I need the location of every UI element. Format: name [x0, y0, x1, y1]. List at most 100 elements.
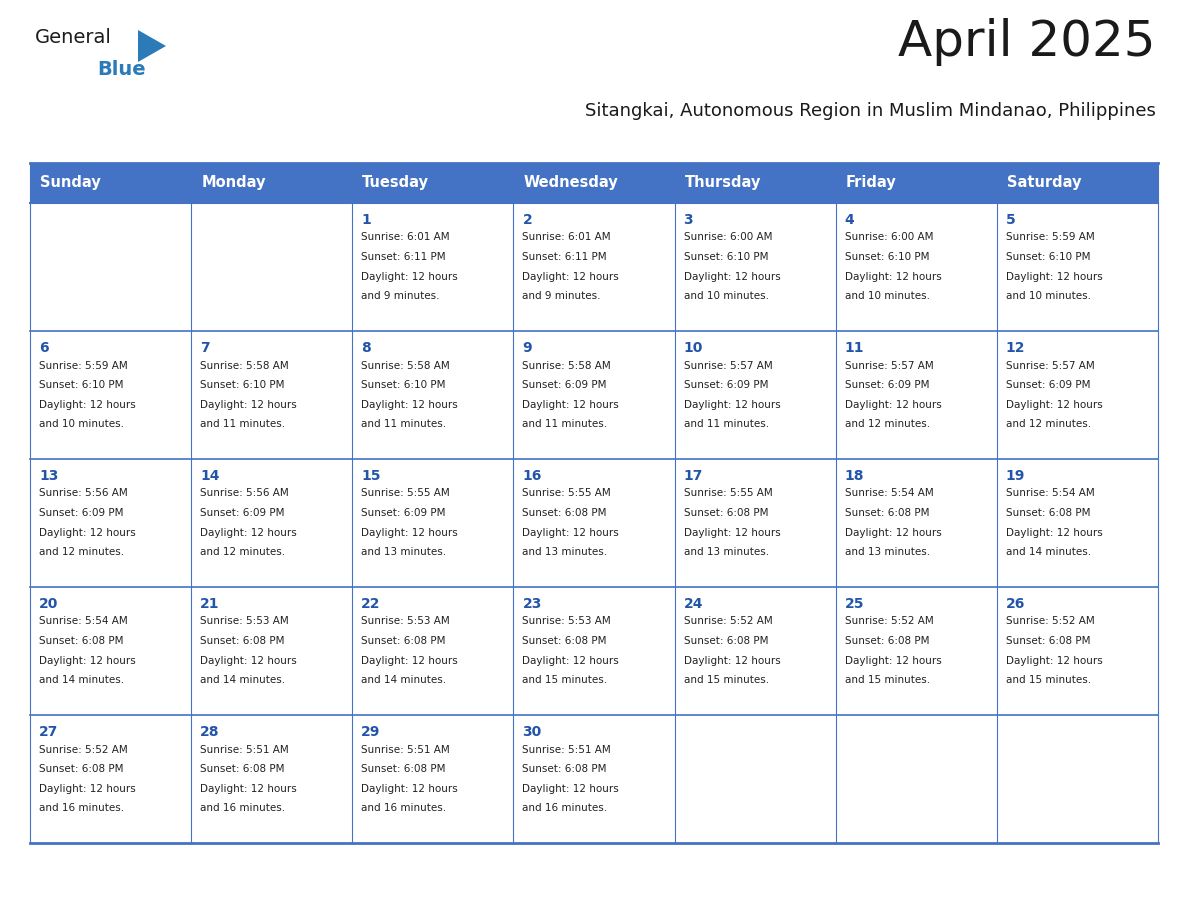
- Bar: [30, 587, 191, 715]
- Text: and 16 minutes.: and 16 minutes.: [39, 803, 124, 813]
- Text: Daylight: 12 hours: Daylight: 12 hours: [39, 528, 135, 538]
- Text: Sunrise: 5:55 AM: Sunrise: 5:55 AM: [683, 488, 772, 498]
- Text: Daylight: 12 hours: Daylight: 12 hours: [845, 399, 941, 409]
- Text: Daylight: 12 hours: Daylight: 12 hours: [361, 399, 459, 409]
- Polygon shape: [138, 30, 166, 62]
- Text: Sunrise: 5:58 AM: Sunrise: 5:58 AM: [361, 361, 450, 371]
- Text: 14: 14: [200, 469, 220, 483]
- Text: Sunrise: 5:54 AM: Sunrise: 5:54 AM: [845, 488, 934, 498]
- Text: 7: 7: [200, 341, 210, 355]
- Text: 24: 24: [683, 597, 703, 611]
- Text: Sunset: 6:10 PM: Sunset: 6:10 PM: [1006, 252, 1091, 262]
- Text: Sunrise: 5:53 AM: Sunrise: 5:53 AM: [361, 617, 450, 626]
- Bar: [353, 715, 513, 843]
- Text: Sunrise: 5:51 AM: Sunrise: 5:51 AM: [361, 744, 450, 755]
- Bar: [513, 331, 675, 459]
- Bar: [513, 163, 675, 203]
- Text: and 13 minutes.: and 13 minutes.: [683, 547, 769, 557]
- Text: Sunset: 6:11 PM: Sunset: 6:11 PM: [523, 252, 607, 262]
- Text: Sunset: 6:09 PM: Sunset: 6:09 PM: [200, 508, 285, 518]
- Text: Sunrise: 6:00 AM: Sunrise: 6:00 AM: [845, 232, 934, 242]
- Text: and 11 minutes.: and 11 minutes.: [683, 419, 769, 429]
- Bar: [835, 459, 997, 587]
- Text: 13: 13: [39, 469, 58, 483]
- Text: and 12 minutes.: and 12 minutes.: [200, 547, 285, 557]
- Text: Sunset: 6:08 PM: Sunset: 6:08 PM: [200, 636, 285, 646]
- Bar: [675, 715, 835, 843]
- Text: 21: 21: [200, 597, 220, 611]
- Text: Sunset: 6:08 PM: Sunset: 6:08 PM: [361, 636, 446, 646]
- Text: Sunset: 6:08 PM: Sunset: 6:08 PM: [845, 636, 929, 646]
- Text: Sunset: 6:10 PM: Sunset: 6:10 PM: [39, 380, 124, 390]
- Text: 26: 26: [1006, 597, 1025, 611]
- Text: Daylight: 12 hours: Daylight: 12 hours: [523, 655, 619, 666]
- Text: Daylight: 12 hours: Daylight: 12 hours: [361, 272, 459, 282]
- Text: and 15 minutes.: and 15 minutes.: [683, 675, 769, 685]
- Text: Sunrise: 5:54 AM: Sunrise: 5:54 AM: [39, 617, 128, 626]
- Text: Sunrise: 5:57 AM: Sunrise: 5:57 AM: [1006, 361, 1094, 371]
- Text: Sunrise: 6:01 AM: Sunrise: 6:01 AM: [523, 232, 611, 242]
- Text: Sunset: 6:08 PM: Sunset: 6:08 PM: [845, 508, 929, 518]
- Text: and 15 minutes.: and 15 minutes.: [523, 675, 607, 685]
- Text: Sunrise: 5:54 AM: Sunrise: 5:54 AM: [1006, 488, 1094, 498]
- Text: Sunrise: 5:56 AM: Sunrise: 5:56 AM: [200, 488, 289, 498]
- Bar: [997, 331, 1158, 459]
- Bar: [191, 459, 353, 587]
- Text: Sunset: 6:08 PM: Sunset: 6:08 PM: [683, 636, 769, 646]
- Text: and 14 minutes.: and 14 minutes.: [200, 675, 285, 685]
- Text: 3: 3: [683, 213, 693, 227]
- Text: Sunset: 6:11 PM: Sunset: 6:11 PM: [361, 252, 446, 262]
- Bar: [191, 163, 353, 203]
- Text: 11: 11: [845, 341, 864, 355]
- Text: Daylight: 12 hours: Daylight: 12 hours: [523, 783, 619, 793]
- Text: Daylight: 12 hours: Daylight: 12 hours: [845, 272, 941, 282]
- Text: Sunrise: 6:00 AM: Sunrise: 6:00 AM: [683, 232, 772, 242]
- Text: Saturday: Saturday: [1007, 175, 1081, 191]
- Text: and 14 minutes.: and 14 minutes.: [39, 675, 124, 685]
- Text: Sunset: 6:08 PM: Sunset: 6:08 PM: [683, 508, 769, 518]
- Text: Sunrise: 5:57 AM: Sunrise: 5:57 AM: [683, 361, 772, 371]
- Text: Daylight: 12 hours: Daylight: 12 hours: [39, 399, 135, 409]
- Bar: [675, 203, 835, 331]
- Text: and 10 minutes.: and 10 minutes.: [1006, 291, 1091, 301]
- Text: 27: 27: [39, 725, 58, 739]
- Text: Sunrise: 5:58 AM: Sunrise: 5:58 AM: [200, 361, 289, 371]
- Text: and 12 minutes.: and 12 minutes.: [39, 547, 124, 557]
- Text: Sunrise: 5:58 AM: Sunrise: 5:58 AM: [523, 361, 611, 371]
- Bar: [30, 715, 191, 843]
- Bar: [30, 331, 191, 459]
- Text: Daylight: 12 hours: Daylight: 12 hours: [523, 399, 619, 409]
- Bar: [675, 163, 835, 203]
- Text: Daylight: 12 hours: Daylight: 12 hours: [39, 783, 135, 793]
- Text: Sunset: 6:08 PM: Sunset: 6:08 PM: [39, 636, 124, 646]
- Text: Blue: Blue: [97, 60, 146, 79]
- Text: Sunrise: 5:56 AM: Sunrise: 5:56 AM: [39, 488, 128, 498]
- Text: 2: 2: [523, 213, 532, 227]
- Text: Daylight: 12 hours: Daylight: 12 hours: [39, 655, 135, 666]
- Text: Sunset: 6:10 PM: Sunset: 6:10 PM: [683, 252, 769, 262]
- Text: Daylight: 12 hours: Daylight: 12 hours: [361, 655, 459, 666]
- Bar: [675, 459, 835, 587]
- Bar: [675, 587, 835, 715]
- Text: Sunrise: 5:59 AM: Sunrise: 5:59 AM: [1006, 232, 1094, 242]
- Text: and 9 minutes.: and 9 minutes.: [523, 291, 601, 301]
- Text: 18: 18: [845, 469, 864, 483]
- Text: Tuesday: Tuesday: [362, 175, 429, 191]
- Text: 20: 20: [39, 597, 58, 611]
- Bar: [353, 163, 513, 203]
- Text: Sunrise: 5:52 AM: Sunrise: 5:52 AM: [1006, 617, 1094, 626]
- Text: and 16 minutes.: and 16 minutes.: [361, 803, 447, 813]
- Bar: [353, 203, 513, 331]
- Bar: [997, 459, 1158, 587]
- Text: Sunday: Sunday: [40, 175, 101, 191]
- Text: Sunrise: 6:01 AM: Sunrise: 6:01 AM: [361, 232, 450, 242]
- Bar: [191, 331, 353, 459]
- Text: Sunrise: 5:52 AM: Sunrise: 5:52 AM: [39, 744, 128, 755]
- Text: 12: 12: [1006, 341, 1025, 355]
- Text: 19: 19: [1006, 469, 1025, 483]
- Text: 10: 10: [683, 341, 703, 355]
- Bar: [675, 331, 835, 459]
- Bar: [835, 587, 997, 715]
- Text: 17: 17: [683, 469, 703, 483]
- Text: Sunrise: 5:53 AM: Sunrise: 5:53 AM: [200, 617, 289, 626]
